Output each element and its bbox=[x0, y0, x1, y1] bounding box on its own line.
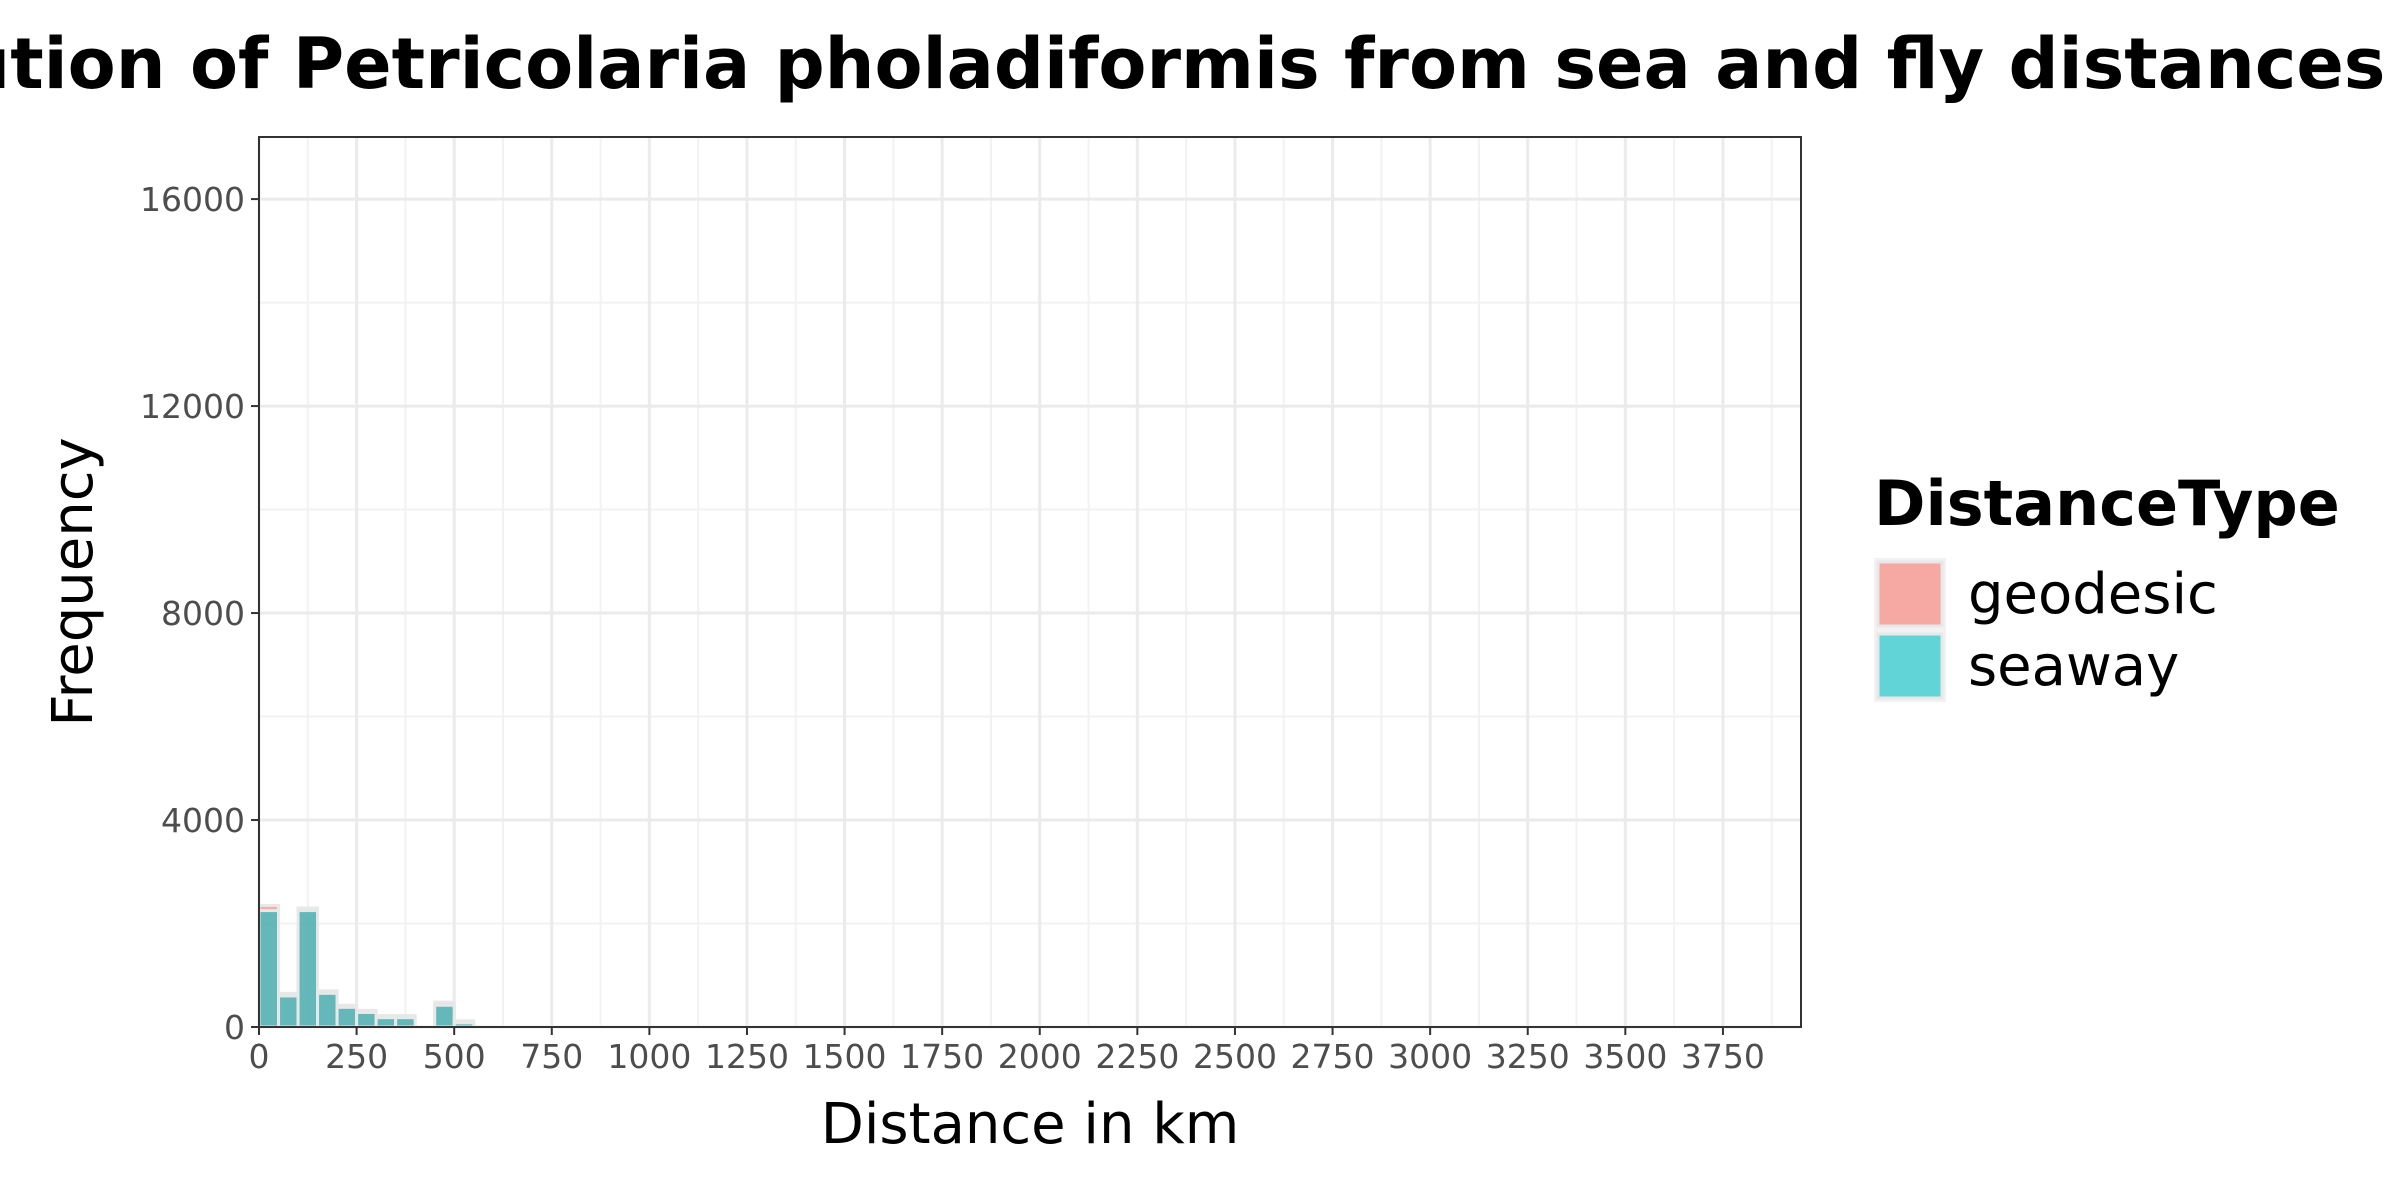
x-tick-label: 1500 bbox=[803, 1037, 887, 1076]
major-gridlines bbox=[257, 137, 1801, 1029]
x-tick-label: 3500 bbox=[1583, 1037, 1667, 1076]
x-tick-label: 3000 bbox=[1388, 1037, 1472, 1076]
bar-seaway bbox=[296, 909, 320, 1029]
y-tick-label: 16000 bbox=[140, 180, 245, 219]
panel-border bbox=[258, 136, 1802, 1028]
y-tick-label: 8000 bbox=[161, 594, 245, 633]
x-tick-label: 1250 bbox=[705, 1037, 789, 1076]
x-tick-label: 3250 bbox=[1486, 1037, 1570, 1076]
legend-key-geodesic bbox=[1876, 560, 1944, 628]
chart-title: Distribution of Petricolaria pholadiform… bbox=[0, 23, 2385, 105]
x-tick-label: 250 bbox=[325, 1037, 388, 1076]
bar-seaway bbox=[433, 1003, 456, 1029]
bar-seaway bbox=[394, 1016, 417, 1029]
bar-seaway bbox=[335, 1005, 359, 1029]
minor-gridlines bbox=[259, 137, 1801, 1027]
plot-panel bbox=[257, 136, 1802, 1029]
legend-title: DistanceType bbox=[1874, 467, 2340, 540]
panel-background bbox=[259, 137, 1801, 1027]
x-axis-title: Distance in km bbox=[821, 1092, 1240, 1157]
x-tick-label: 1000 bbox=[607, 1037, 691, 1076]
bar-seaway bbox=[257, 909, 281, 1029]
bar-seaway bbox=[355, 1011, 378, 1029]
x-tick-label: 2500 bbox=[1193, 1037, 1277, 1076]
histogram-bars bbox=[257, 903, 476, 1029]
bar-seaway bbox=[277, 994, 300, 1029]
legend-label-seaway: seaway bbox=[1968, 634, 2179, 699]
x-tick-label: 2250 bbox=[1095, 1037, 1179, 1076]
x-tick-label: 2750 bbox=[1291, 1037, 1375, 1076]
y-tick-label: 12000 bbox=[140, 387, 245, 426]
x-tick-label: 2000 bbox=[998, 1037, 1082, 1076]
y-axis: 0 4000 8000 12000 16000 bbox=[140, 180, 259, 1047]
x-tick-label: 3750 bbox=[1681, 1037, 1765, 1076]
bar-seaway bbox=[316, 991, 339, 1029]
x-tick-label: 0 bbox=[249, 1037, 270, 1076]
y-tick-label: 4000 bbox=[161, 801, 245, 840]
legend: DistanceType geodesic seaway bbox=[1874, 467, 2340, 702]
y-axis-title: Frequency bbox=[41, 437, 106, 726]
x-tick-label: 500 bbox=[423, 1037, 486, 1076]
x-axis: 0 250 500 750 1000 1250 1500 1750 2000 2250 2500 27… bbox=[249, 1027, 1765, 1076]
legend-label-geodesic: geodesic bbox=[1968, 562, 2218, 627]
x-tick-label: 750 bbox=[520, 1037, 583, 1076]
y-tick-label: 0 bbox=[224, 1008, 245, 1047]
legend-key-seaway bbox=[1876, 632, 1944, 700]
legend-items: geodesic seaway bbox=[1874, 558, 2218, 702]
x-tick-label: 1750 bbox=[900, 1037, 984, 1076]
bar-seaway bbox=[374, 1016, 398, 1029]
